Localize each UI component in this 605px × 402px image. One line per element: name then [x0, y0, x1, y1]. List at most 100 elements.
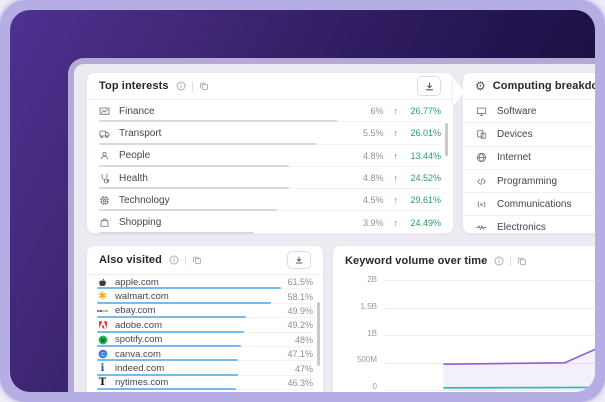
- interest-change: 24.52%: [410, 173, 441, 184]
- canva-favicon: C: [97, 349, 108, 360]
- visit-progress-bar: [97, 330, 245, 333]
- top-interests-header: Top interests: [87, 73, 453, 100]
- visit-progress-bar: [97, 359, 238, 362]
- walmart-favicon: ✱: [98, 290, 107, 302]
- also-visited-row[interactable]: ebay.com 49.9%: [87, 304, 323, 319]
- row-divider: [99, 232, 441, 234]
- interest-share: 6%: [370, 106, 384, 117]
- dashboard: Top interests Finance 6% ↑ 26.77% Transport 5…: [74, 64, 595, 392]
- visit-progress-bar: [97, 388, 236, 391]
- trend-up-icon: ↑: [393, 128, 399, 139]
- info-icon[interactable]: [494, 256, 504, 266]
- trend-up-icon: ↑: [393, 150, 399, 161]
- top-interests-row[interactable]: Finance 6% ↑ 26.77%: [87, 100, 453, 123]
- gridline: [385, 390, 595, 391]
- interest-share: 4.8%: [362, 150, 384, 161]
- visit-progress-bar: [97, 373, 238, 376]
- shopping-icon: [99, 217, 110, 228]
- gridline: [385, 335, 595, 336]
- info-icon[interactable]: [176, 81, 186, 91]
- gridline: [385, 307, 595, 309]
- copy-icon[interactable]: [517, 256, 527, 266]
- interest-progress-bar: [99, 142, 318, 145]
- people-icon: [99, 150, 110, 161]
- trend-up-icon: ↑: [393, 195, 399, 206]
- computing-breakdown-row[interactable]: Software: [463, 100, 595, 124]
- also-visited-list: apple.com 61.5% ✱ walmart.com 58.1% ebay.com 4…: [87, 275, 323, 391]
- interest-progress-bar: [99, 209, 278, 212]
- y-tick-label: 1B: [367, 328, 377, 338]
- gridline: [385, 280, 595, 281]
- category-label: Software: [497, 105, 537, 117]
- info-icon[interactable]: [169, 255, 179, 265]
- card-pointer-notch: [453, 78, 465, 106]
- top-interests-row[interactable]: Technology 4.5% ↑ 29.61%: [87, 189, 453, 212]
- computing-breakdown-row[interactable]: Electronics: [463, 216, 595, 240]
- domain-label: spotify.com: [115, 334, 163, 346]
- also-visited-row[interactable]: adobe.com 49.2%: [87, 318, 323, 333]
- interest-label: Technology: [119, 194, 170, 206]
- also-visited-row[interactable]: spotify.com 48%: [87, 333, 323, 347]
- y-tick-label: 0: [372, 382, 377, 391]
- indeed-favicon: i: [100, 362, 105, 374]
- computing-breakdown-row[interactable]: Programming: [463, 170, 595, 194]
- domain-value: 49.2%: [287, 320, 313, 331]
- also-visited-card: Also visited apple.com 61.5% ✱ walmart.com 5…: [86, 245, 324, 392]
- copy-icon[interactable]: [192, 255, 202, 265]
- interest-label: Transport: [119, 127, 162, 139]
- interest-progress-bar: [99, 187, 290, 190]
- desktop-background: Top interests Finance 6% ↑ 26.77% Transport 5…: [10, 10, 595, 392]
- finance-icon: [99, 106, 110, 117]
- domain-value: 61.5%: [287, 277, 313, 288]
- technology-icon: [99, 195, 110, 206]
- domain-value: 48%: [294, 334, 313, 345]
- keyword-volume-line: [443, 348, 595, 365]
- also-visited-row[interactable]: i indeed.com 47%: [87, 361, 323, 376]
- adobe-favicon: [97, 320, 108, 331]
- top-interests-scrollbar[interactable]: [445, 123, 448, 156]
- domain-label: indeed.com: [115, 363, 165, 375]
- top-interests-card: Top interests Finance 6% ↑ 26.77% Transport 5…: [86, 72, 454, 234]
- interest-change: 26.01%: [410, 128, 441, 139]
- interest-label: Health: [119, 172, 148, 184]
- top-interests-row[interactable]: Transport 5.5% ↑ 26.01%: [87, 122, 453, 145]
- computing-breakdown-row[interactable]: Devices: [463, 123, 595, 147]
- category-label: Internet: [497, 152, 531, 164]
- visit-progress-bar: [97, 316, 247, 319]
- domain-label: nytimes.com: [115, 377, 169, 389]
- secondary-volume-line: [443, 386, 595, 389]
- domain-label: walmart.com: [115, 291, 169, 303]
- also-visited-row[interactable]: ✱ walmart.com 58.1%: [87, 289, 323, 304]
- copy-icon[interactable]: [199, 81, 209, 91]
- download-button[interactable]: [287, 251, 311, 269]
- computing-breakdown-header: ⚙ Computing breakdown: [463, 73, 595, 100]
- domain-value: 58.1%: [287, 291, 313, 302]
- download-icon: [425, 82, 433, 90]
- nytimes-favicon: T: [98, 376, 107, 388]
- keyword-volume-card: Keyword volume over time Filter by: [332, 245, 595, 392]
- y-tick-label: 2B: [367, 275, 377, 284]
- top-interests-row[interactable]: Shopping 3.9% ↑ 24.49%: [87, 211, 453, 234]
- also-visited-scrollbar[interactable]: [317, 302, 320, 366]
- top-interests-title: Top interests: [99, 80, 169, 92]
- visit-progress-bar: [97, 301, 271, 304]
- download-button[interactable]: [417, 76, 441, 96]
- computing-breakdown-row[interactable]: Internet: [463, 147, 595, 170]
- top-interests-row[interactable]: Health 4.8% ↑ 24.52%: [87, 167, 453, 190]
- also-visited-title: Also visited: [99, 254, 162, 266]
- also-visited-row[interactable]: apple.com 61.5%: [87, 275, 323, 290]
- top-interests-row[interactable]: People 4.8% ↑ 13.44%: [87, 145, 453, 167]
- computing-breakdown-list: Software Devices Internet Programming Commun…: [463, 100, 595, 240]
- computing-breakdown-row[interactable]: Communications: [463, 193, 595, 217]
- keyword-volume-header: Keyword volume over time Filter by: [333, 246, 595, 276]
- programming-icon: [476, 176, 487, 187]
- interest-label: Shopping: [119, 217, 162, 229]
- communications-icon: [476, 199, 487, 210]
- domain-value: 47.1%: [287, 349, 313, 360]
- category-label: Programming: [497, 175, 558, 187]
- spotify-favicon: [97, 334, 108, 345]
- interest-share: 4.8%: [362, 173, 384, 184]
- header-separator: [184, 255, 186, 265]
